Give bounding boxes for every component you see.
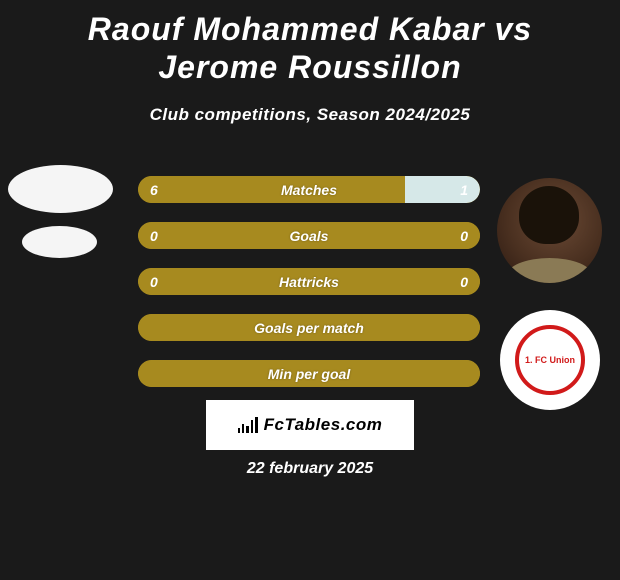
bar-value-left: 0	[150, 274, 158, 290]
bar-label: Matches	[138, 182, 480, 198]
bar-value-left: 0	[150, 228, 158, 244]
bar-label: Min per goal	[138, 366, 480, 382]
chart-icon	[238, 417, 258, 433]
stats-bars: Matches61Goals00Hattricks00Goals per mat…	[138, 176, 480, 406]
player-right-club-badge: 1. FC Union	[500, 310, 600, 410]
stat-bar: Matches6 1	[138, 176, 480, 203]
player-right-avatar	[497, 178, 602, 283]
bar-value-right: 1	[460, 182, 468, 198]
bar-label: Hattricks	[138, 274, 480, 290]
club-name: 1. FC Union	[525, 356, 575, 365]
bar-value-left: 6	[150, 182, 158, 198]
player-left-avatar	[8, 165, 113, 213]
brand-text: FcTables.com	[264, 415, 383, 435]
player-left-club-badge	[22, 226, 97, 258]
bar-value-right: 0	[460, 228, 468, 244]
bar-label: Goals per match	[138, 320, 480, 336]
page-subtitle: Club competitions, Season 2024/2025	[0, 105, 620, 125]
stat-bar: Goals0 0	[138, 222, 480, 249]
stat-bar: Goals per match	[138, 314, 480, 341]
date-label: 22 february 2025	[0, 460, 620, 478]
page-title: Raouf Mohammed Kabar vs Jerome Roussillo…	[0, 0, 620, 87]
club-ring-icon: 1. FC Union	[515, 325, 585, 395]
stat-bar: Min per goal	[138, 360, 480, 387]
stat-bar: Hattricks0 0	[138, 268, 480, 295]
brand-box: FcTables.com	[206, 400, 414, 450]
bar-value-right: 0	[460, 274, 468, 290]
bar-label: Goals	[138, 228, 480, 244]
